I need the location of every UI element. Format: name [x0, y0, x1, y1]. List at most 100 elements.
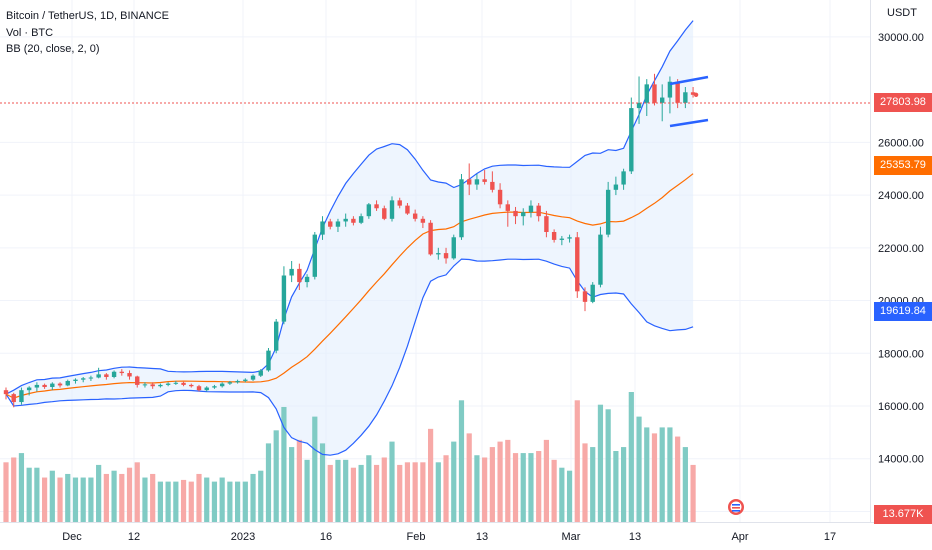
- candle-body: [111, 371, 117, 377]
- candle-body: [289, 268, 294, 276]
- candle-body: [613, 184, 619, 190]
- candle-body: [135, 376, 140, 385]
- price-tick-label: 26000.00: [878, 137, 924, 149]
- volume-bar: [296, 439, 302, 522]
- volume-bar: [644, 427, 650, 522]
- candle-body: [621, 171, 626, 185]
- candle-body: [250, 375, 256, 380]
- currency-label[interactable]: USDT: [887, 7, 917, 19]
- candle-body: [328, 221, 333, 227]
- candle-body: [34, 384, 40, 388]
- candle-body: [150, 384, 155, 387]
- volume-bar: [466, 433, 472, 522]
- time-tick-label: 16: [320, 531, 332, 543]
- volume-bar: [65, 473, 71, 522]
- volume-bar: [134, 462, 140, 522]
- volume-bar: [551, 459, 557, 522]
- price-tick-label: 22000.00: [878, 243, 924, 255]
- candle-body: [443, 253, 449, 259]
- bollinger-indicator-label[interactable]: BB (20, close, 2, 0): [6, 43, 100, 55]
- volume-bar: [142, 477, 148, 522]
- candle-body: [57, 383, 63, 386]
- volume-bar: [258, 470, 264, 522]
- time-tick-label: 2023: [231, 531, 255, 543]
- volume-indicator-label[interactable]: Vol · BTC: [6, 26, 54, 39]
- candle-body: [196, 386, 202, 391]
- volume-bar: [281, 406, 287, 522]
- candle-body: [73, 379, 78, 381]
- candle-body: [119, 371, 124, 374]
- price-tick-label: 24000.00: [878, 190, 924, 202]
- time-axis[interactable]: Dec 12 2023 16 Feb 13 Mar 13 Apr 17: [62, 531, 836, 543]
- price-tick-label: 30000.00: [878, 32, 924, 44]
- volume-bar: [343, 459, 349, 522]
- candles: [3, 73, 699, 408]
- candle-body: [219, 383, 225, 387]
- candle-body: [158, 384, 163, 387]
- candle-body: [660, 97, 665, 103]
- event-flag-icon[interactable]: [728, 499, 744, 515]
- volume-bar: [659, 427, 665, 522]
- time-tick-label: Apr: [731, 531, 748, 543]
- volume-bar: [119, 473, 125, 522]
- candle-body: [165, 383, 171, 385]
- volume-bar: [582, 443, 588, 522]
- time-tick-label: Dec: [62, 531, 82, 543]
- candle-body: [505, 204, 510, 211]
- candle-body: [26, 387, 32, 391]
- candle-body: [96, 374, 101, 378]
- volume-bar: [273, 430, 279, 522]
- symbol-title[interactable]: Bitcoin / TetherUS, 1D, BINANCE: [6, 10, 170, 22]
- volume-bar: [157, 481, 163, 522]
- volume-bar: [667, 427, 673, 522]
- candle-body: [675, 81, 680, 103]
- volume-bar: [412, 462, 418, 522]
- candle-body: [389, 200, 395, 219]
- volume-bar: [489, 447, 495, 522]
- candle-body: [104, 374, 109, 377]
- volume-bar: [536, 451, 542, 522]
- candle-body: [88, 377, 94, 379]
- bb-lower-tag: 19619.84: [874, 302, 932, 321]
- candle-body: [652, 84, 657, 103]
- candle-body: [235, 380, 240, 383]
- volume-bar: [451, 441, 457, 522]
- time-tick-label: Feb: [407, 531, 426, 543]
- time-tick-label: Mar: [562, 531, 581, 543]
- volume-bar: [49, 470, 55, 522]
- volume-bar: [327, 464, 333, 522]
- volume-bar: [103, 473, 109, 522]
- candle-body: [690, 92, 696, 95]
- candle-body: [497, 189, 503, 205]
- candle-body: [127, 373, 132, 377]
- time-tick-label: 12: [128, 531, 140, 543]
- volume-bar: [574, 400, 580, 522]
- candle-body: [50, 383, 55, 388]
- volume-bar: [435, 462, 441, 522]
- volume-bar: [235, 481, 241, 522]
- candle-body: [258, 370, 263, 376]
- candle-body: [605, 189, 611, 235]
- volume-bar: [628, 392, 634, 522]
- candle-body: [181, 382, 186, 385]
- volume-bar: [88, 477, 94, 522]
- volume-bar: [111, 470, 117, 522]
- candle-body: [559, 238, 565, 240]
- volume-bar: [165, 481, 171, 522]
- price-tick-label: 16000.00: [878, 401, 924, 413]
- last-price-dot: [693, 92, 699, 98]
- candle-body: [528, 205, 534, 213]
- pattern-upper-line[interactable]: [669, 75, 709, 86]
- volume-bar: [26, 467, 32, 522]
- volume-bar: [72, 477, 79, 522]
- pattern-lower-line[interactable]: [669, 118, 709, 128]
- candle-body: [590, 284, 595, 302]
- volume-bar: [613, 451, 619, 522]
- candle-body: [405, 205, 410, 214]
- candle-body: [274, 321, 279, 351]
- volume-bar: [180, 479, 187, 522]
- candle-body: [582, 291, 588, 302]
- volume-bar: [528, 453, 534, 522]
- volume-bar: [543, 439, 549, 522]
